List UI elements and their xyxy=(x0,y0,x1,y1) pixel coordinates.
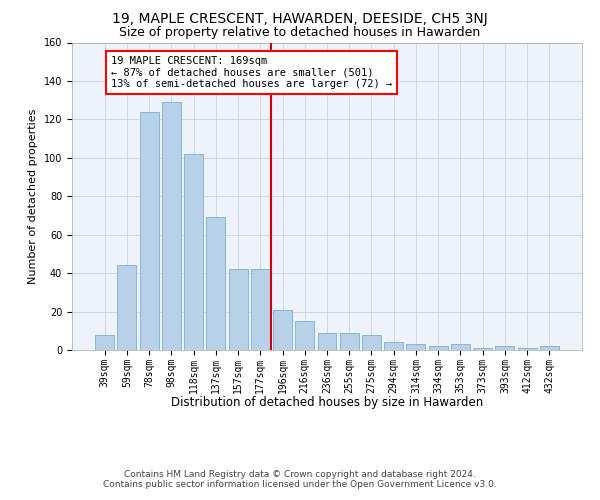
Bar xyxy=(429,346,448,350)
Bar xyxy=(340,332,359,350)
Y-axis label: Number of detached properties: Number of detached properties xyxy=(28,108,38,284)
Bar xyxy=(518,348,536,350)
Text: Contains HM Land Registry data © Crown copyright and database right 2024.
Contai: Contains HM Land Registry data © Crown c… xyxy=(103,470,497,489)
Bar xyxy=(406,344,425,350)
Text: 19 MAPLE CRESCENT: 169sqm
← 87% of detached houses are smaller (501)
13% of semi: 19 MAPLE CRESCENT: 169sqm ← 87% of detac… xyxy=(111,56,392,89)
Bar xyxy=(317,332,337,350)
Bar xyxy=(540,346,559,350)
Text: Size of property relative to detached houses in Hawarden: Size of property relative to detached ho… xyxy=(119,26,481,39)
Bar xyxy=(95,334,114,350)
Bar xyxy=(273,310,292,350)
Bar xyxy=(118,266,136,350)
Bar xyxy=(295,321,314,350)
Text: 19, MAPLE CRESCENT, HAWARDEN, DEESIDE, CH5 3NJ: 19, MAPLE CRESCENT, HAWARDEN, DEESIDE, C… xyxy=(112,12,488,26)
Bar xyxy=(473,348,492,350)
X-axis label: Distribution of detached houses by size in Hawarden: Distribution of detached houses by size … xyxy=(171,396,483,408)
Bar xyxy=(140,112,158,350)
Bar xyxy=(162,102,181,350)
Bar xyxy=(184,154,203,350)
Bar xyxy=(251,270,270,350)
Bar xyxy=(384,342,403,350)
Bar xyxy=(496,346,514,350)
Bar xyxy=(362,334,381,350)
Bar xyxy=(206,218,225,350)
Bar xyxy=(451,344,470,350)
Bar xyxy=(229,270,248,350)
